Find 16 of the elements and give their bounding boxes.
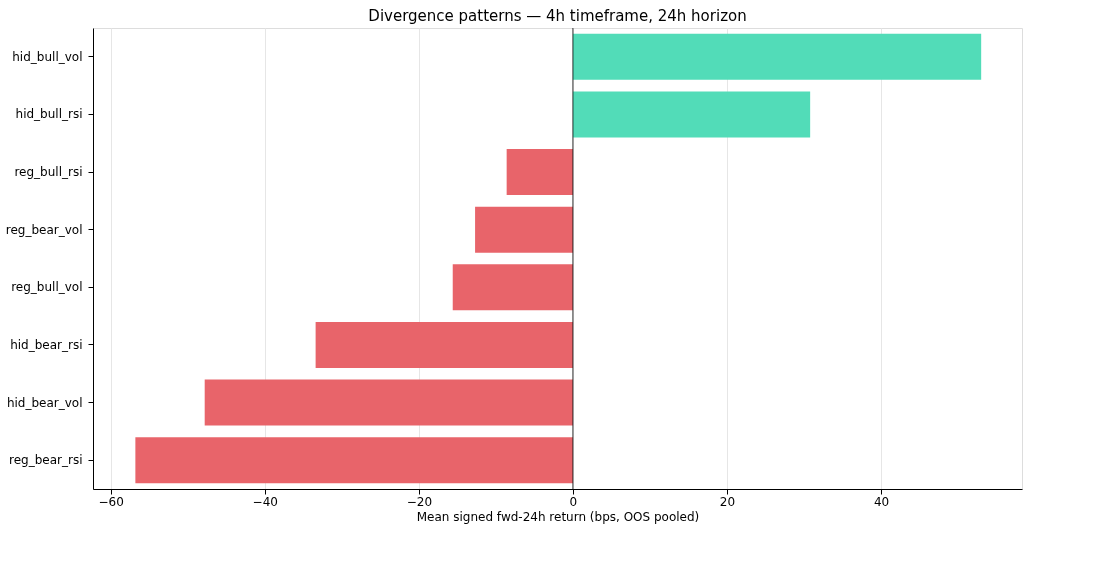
x-tick-label: 0: [569, 494, 578, 509]
y-tick-label: hid_bear_rsi: [10, 337, 83, 352]
x-tick-label: −60: [98, 494, 124, 509]
x-axis-title: Mean signed fwd-24h return (bps, OOS pooled): [416, 509, 700, 524]
y-tick-label: hid_bull_rsi: [15, 107, 83, 122]
x-tick-label: −20: [406, 494, 433, 509]
x-tick-label: 40: [873, 494, 890, 509]
y-tick-label: reg_bull_vol: [11, 280, 83, 295]
x-tick-label: −40: [252, 494, 278, 509]
y-tick-label: reg_bear_vol: [5, 222, 83, 237]
y-tick-label: reg_bull_rsi: [14, 165, 83, 180]
y-tick-label: hid_bull_vol: [12, 49, 83, 64]
chart-title: Divergence patterns — 4h timeframe, 24h horizon: [368, 6, 747, 25]
y-tick-label: hid_bear_vol: [6, 395, 83, 410]
x-tick-label: 20: [719, 494, 736, 509]
y-tick-label: reg_bear_rsi: [9, 453, 83, 468]
